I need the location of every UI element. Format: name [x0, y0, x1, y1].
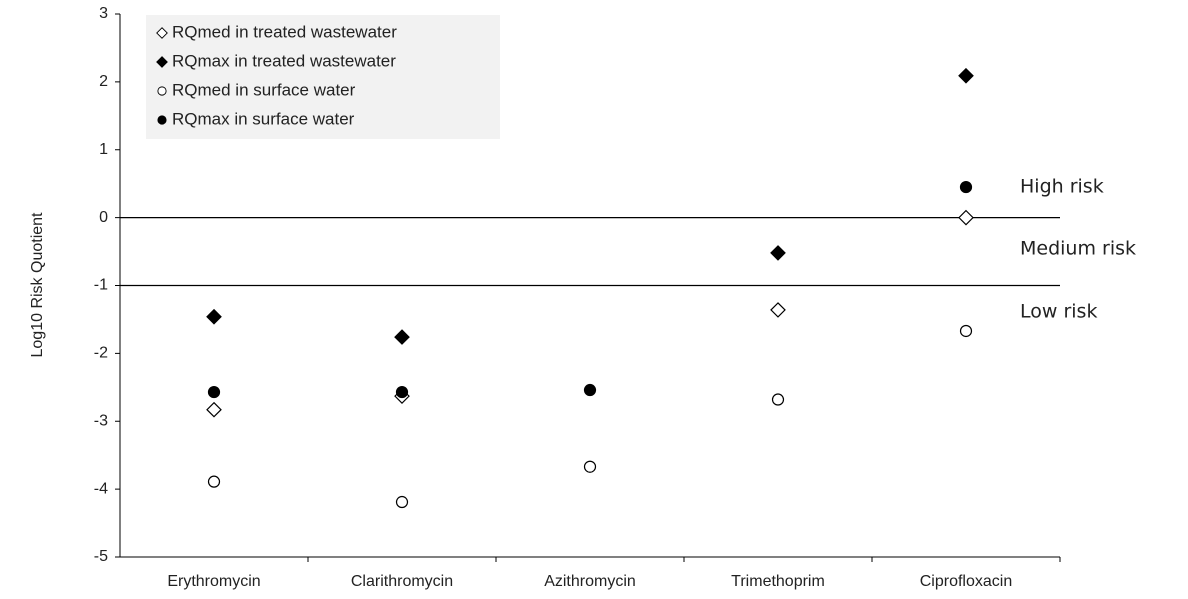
legend-label: RQmed in surface water — [172, 80, 356, 99]
point — [583, 383, 597, 397]
x-tick-label: Trimethoprim — [731, 573, 825, 590]
y-tick-label: 0 — [99, 209, 108, 226]
point — [771, 393, 785, 406]
x-tick-label: Azithromycin — [544, 573, 636, 590]
legend-box — [146, 15, 500, 139]
point — [395, 385, 409, 399]
point — [959, 324, 973, 338]
x-tick-label: Clarithromycin — [351, 573, 453, 590]
y-tick-label: -3 — [94, 412, 108, 429]
legend-marker — [156, 27, 168, 39]
y-tick-label: -2 — [94, 345, 108, 362]
point — [206, 401, 222, 418]
legend-marker — [157, 86, 167, 96]
y-tick-label: -4 — [94, 480, 108, 497]
legend-label: RQmax in treated wastewater — [172, 51, 396, 70]
point — [395, 495, 409, 509]
annotation: Low risk — [1020, 301, 1097, 323]
point — [207, 385, 221, 399]
y-tick-label: 1 — [99, 141, 108, 158]
point — [958, 67, 974, 84]
y-tick-label: 3 — [99, 5, 108, 22]
y-tick-label: -1 — [94, 277, 108, 294]
point — [770, 302, 786, 318]
point — [206, 308, 222, 325]
y-tick-label: -5 — [94, 548, 108, 565]
annotation: Medium risk — [1020, 238, 1136, 260]
annotation: High risk — [1020, 176, 1104, 198]
legend-marker — [157, 115, 167, 125]
y-tick-label: 2 — [99, 73, 108, 90]
point — [958, 209, 974, 226]
point — [770, 245, 786, 261]
legend-label: RQmax in surface water — [172, 109, 355, 128]
legend-marker — [156, 56, 168, 68]
point — [394, 329, 410, 345]
x-tick-label: Erythromycin — [167, 573, 260, 590]
x-tick-label: Ciprofloxacin — [920, 573, 1012, 590]
point — [959, 180, 973, 194]
y-axis-label: Log10 Risk Quotient — [29, 212, 46, 358]
point — [207, 475, 221, 488]
point — [583, 460, 597, 473]
legend-label: RQmed in treated wastewater — [172, 22, 397, 41]
